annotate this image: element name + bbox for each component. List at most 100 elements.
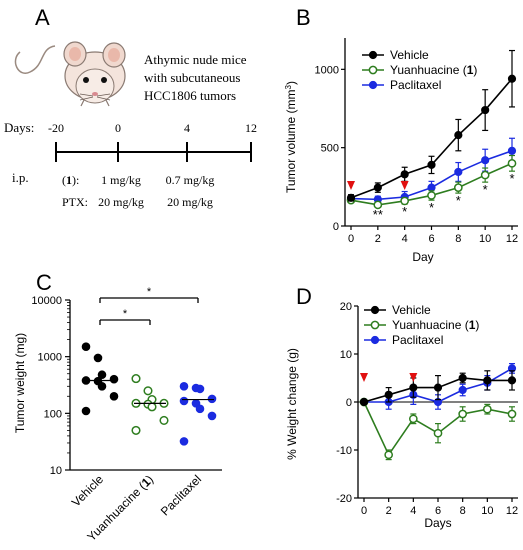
panel-d-point-paclitaxel bbox=[458, 385, 467, 395]
day-tick-label-0: 0 bbox=[115, 121, 121, 135]
panel-b-significance-star: * bbox=[456, 193, 461, 208]
panel-d-y-tick-label: 20 bbox=[340, 301, 352, 313]
panel-c-group-yuanhuacine-1 bbox=[131, 374, 169, 435]
panel-b-point-paclitaxel bbox=[507, 146, 517, 155]
panel-c-point-yuanhuacine-1 bbox=[143, 386, 153, 396]
panel-c-y-tick-label: 10000 bbox=[31, 295, 62, 307]
panel-d-point-yuanhuacine-1 bbox=[408, 414, 418, 424]
panel-b-x-tick-label: 8 bbox=[455, 233, 461, 245]
panel-b-point-vehicle bbox=[454, 131, 463, 140]
panel-c-point-paclitaxel bbox=[195, 404, 205, 414]
panel-c-point-vehicle bbox=[109, 391, 119, 401]
panel-c-point-vehicle bbox=[81, 342, 91, 351]
panel-b-point-yuanhuacine-1 bbox=[480, 170, 490, 180]
panel-c-point-paclitaxel bbox=[195, 384, 205, 394]
panel-b-x-tick-label: 6 bbox=[428, 233, 434, 245]
compound-label: (1): bbox=[62, 173, 79, 187]
dose-compound-day0: 1 mg/kg bbox=[101, 173, 141, 187]
panel-d-point-vehicle bbox=[507, 376, 517, 385]
panel-d-point-yuanhuacine-1 bbox=[507, 409, 517, 419]
panel-d-point-vehicle bbox=[483, 376, 492, 385]
panel-c-letter: C bbox=[36, 270, 52, 295]
panel-c: C Tumor weight (mg) 10 100 1000 10000 Vehicl… bbox=[13, 270, 222, 544]
panel-b-legend-label: Vehicle bbox=[390, 48, 429, 62]
panel-c-significance-star: * bbox=[147, 286, 152, 298]
panel-b-point-vehicle bbox=[481, 105, 490, 115]
panel-d-legend-label: Yuanhuacine (1) bbox=[392, 318, 479, 332]
panel-b-point-paclitaxel bbox=[454, 167, 463, 177]
panel-b-significance-star: * bbox=[429, 200, 434, 215]
panel-b-significance-star: * bbox=[402, 204, 407, 219]
panel-b-point-paclitaxel bbox=[481, 156, 490, 165]
panel-c-point-yuanhuacine-1 bbox=[131, 425, 141, 435]
panel-b-x-tick-label: 0 bbox=[348, 233, 354, 245]
panel-a: A Athymic nude mice with subcutaneous HC… bbox=[4, 5, 257, 209]
panel-d-point-yuanhuacine-1 bbox=[384, 450, 394, 460]
panel-c-point-vehicle bbox=[81, 406, 91, 416]
panel-c-point-paclitaxel bbox=[179, 396, 189, 406]
panel-b: B Tumor volume (mm3) Day 0 500 1000 0 2 4 6 8 10… bbox=[284, 5, 519, 264]
panel-d-point-vehicle bbox=[409, 383, 418, 392]
panel-b-x-tick-label: 12 bbox=[506, 233, 518, 245]
panel-c-point-yuanhuacine-1 bbox=[131, 374, 141, 384]
panel-b-treatment-arrow bbox=[400, 181, 409, 190]
panel-c-point-vehicle bbox=[97, 370, 107, 380]
panel-d-y-tick-label: 10 bbox=[340, 349, 352, 361]
panel-d-point-yuanhuacine-1 bbox=[458, 409, 468, 419]
panel-d-letter: D bbox=[296, 284, 312, 309]
panel-d-x-tick-label: 10 bbox=[481, 505, 493, 517]
panel-c-point-vehicle bbox=[97, 381, 107, 391]
panel-d-x-tick-label: 8 bbox=[460, 505, 466, 517]
panel-d-y-tick-label: -10 bbox=[336, 445, 352, 457]
panel-d-point-yuanhuacine-1 bbox=[433, 428, 443, 438]
panel-b-y-tick-label: 500 bbox=[321, 143, 339, 155]
panel-d: D % Weight change (g) Days -20 -10 0 10 20 0 2… bbox=[285, 284, 518, 530]
panel-a-letter: A bbox=[35, 5, 50, 30]
panel-b-series-yuanhuacine-1 bbox=[346, 154, 517, 210]
description-line-3: HCC1806 tumors bbox=[144, 88, 236, 103]
panel-b-legend-marker bbox=[368, 80, 378, 90]
panel-b-point-yuanhuacine-1 bbox=[400, 196, 410, 206]
panel-d-point-yuanhuacine-1 bbox=[482, 404, 492, 414]
panel-d-y-tick-label: -20 bbox=[336, 493, 352, 505]
dose-ptx-day4: 20 mg/kg bbox=[167, 195, 213, 209]
panel-d-xlabel: Days bbox=[424, 516, 451, 530]
panel-c-point-paclitaxel bbox=[179, 437, 189, 446]
timeline bbox=[55, 142, 252, 162]
panel-d-legend-marker bbox=[370, 320, 380, 330]
panel-d-y-tick-label: 0 bbox=[346, 397, 352, 409]
panel-b-significance-star: ** bbox=[373, 207, 383, 222]
panel-c-point-yuanhuacine-1 bbox=[159, 415, 169, 425]
panel-b-legend-marker bbox=[368, 50, 378, 60]
panel-b-point-yuanhuacine-1 bbox=[453, 183, 463, 192]
panel-c-point-paclitaxel bbox=[179, 381, 189, 391]
panel-c-point-vehicle bbox=[93, 353, 103, 363]
panel-d-x-tick-label: 2 bbox=[386, 505, 392, 517]
panel-b-significance-star: * bbox=[509, 171, 514, 186]
panel-c-ylabel: Tumor weight (mg) bbox=[13, 333, 27, 433]
panel-c-category-label: Vehicle bbox=[69, 472, 106, 509]
day-tick-label-minus20: -20 bbox=[48, 121, 64, 135]
panel-b-x-tick-label: 10 bbox=[479, 233, 491, 245]
panel-d-treatment-arrow bbox=[360, 373, 368, 382]
panel-b-line-vehicle bbox=[350, 78, 513, 199]
panel-b-point-vehicle bbox=[427, 160, 436, 169]
panel-c-y-tick-label: 10 bbox=[50, 465, 62, 477]
panel-c-point-yuanhuacine-1 bbox=[147, 402, 157, 412]
panel-b-point-yuanhuacine-1 bbox=[373, 200, 383, 210]
ptx-label: PTX: bbox=[62, 195, 88, 209]
panel-d-x-tick-label: 0 bbox=[361, 505, 367, 517]
panel-c-category-label: Paclitaxel bbox=[158, 472, 204, 518]
panel-d-point-vehicle bbox=[433, 383, 443, 392]
panel-b-series-vehicle bbox=[346, 49, 517, 202]
panel-d-legend-marker bbox=[370, 335, 380, 345]
panel-b-legend-marker bbox=[368, 65, 378, 75]
day-tick-label-4: 4 bbox=[184, 121, 190, 135]
panel-c-point-vehicle bbox=[109, 374, 119, 384]
day-tick-label-12: 12 bbox=[245, 121, 257, 135]
panel-b-x-tick-label: 4 bbox=[402, 233, 408, 245]
